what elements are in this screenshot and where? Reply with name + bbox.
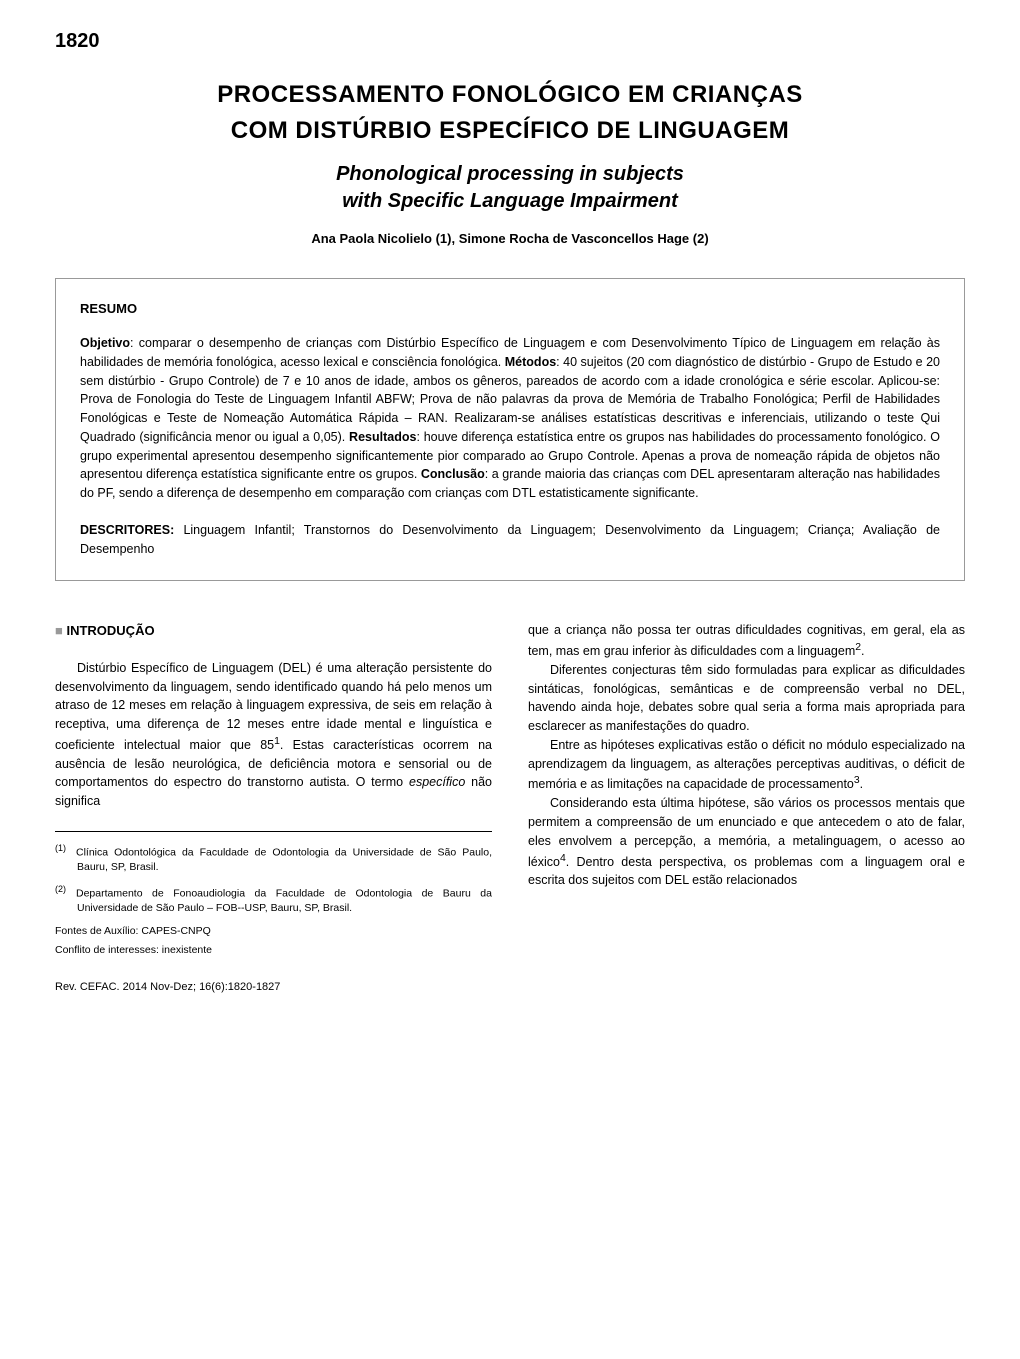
descriptors: DESCRITORES: Linguagem Infantil; Transto…	[80, 521, 940, 559]
abstract-label-metodos: Métodos	[505, 355, 556, 369]
intro-p1d: que a criança não possa ter outras dific…	[528, 623, 965, 658]
funding-line: Fontes de Auxílio: CAPES-CNPQ	[55, 924, 492, 940]
abstract-label-conclusao: Conclusão	[421, 467, 485, 481]
intro-p4b: . Dentro desta perspectiva, os problemas…	[528, 855, 965, 888]
abstract-label-resultados: Resultados	[349, 430, 416, 444]
abstract-box: RESUMO Objetivo: comparar o desempenho d…	[55, 278, 965, 581]
title-pt-line1: PROCESSAMENTO FONOLÓGICO EM CRIANÇAS	[55, 81, 965, 109]
descriptors-text: Linguagem Infantil; Transtornos do Desen…	[80, 523, 940, 556]
page-number: 1820	[55, 30, 965, 53]
intro-p1e: .	[861, 644, 864, 658]
footnote-1-text: Clínica Odontológica da Faculdade de Odo…	[76, 846, 492, 873]
intro-para1-left: Distúrbio Específico de Linguagem (DEL) …	[55, 659, 492, 811]
intro-para3: Entre as hipóteses explicativas estão o …	[528, 736, 965, 794]
footnote-2-sup: (2)	[55, 884, 66, 894]
body-columns: INTRODUÇÃO Distúrbio Específico de Lingu…	[55, 621, 965, 995]
footnote-2: (2) Departamento de Fonoaudiologia da Fac…	[55, 883, 492, 916]
title-en-line2: with Specific Language Impairment	[55, 190, 965, 213]
intro-p3b: .	[860, 778, 863, 792]
abstract-heading: RESUMO	[80, 301, 940, 316]
footnote-rule	[55, 831, 492, 832]
conflict-line: Conflito de interesses: inexistente	[55, 943, 492, 959]
footnote-1-sup: (1)	[55, 843, 66, 853]
intro-p1-italic: específico	[409, 775, 465, 789]
authors: Ana Paola Nicolielo (1), Simone Rocha de…	[55, 231, 965, 246]
title-pt-line2: COM DISTÚRBIO ESPECÍFICO DE LINGUAGEM	[55, 117, 965, 145]
footnote-2-text: Departamento de Fonoaudiologia da Faculd…	[76, 887, 492, 914]
intro-para4: Considerando esta última hipótese, são v…	[528, 794, 965, 890]
intro-p3a: Entre as hipóteses explicativas estão o …	[528, 738, 965, 792]
right-column: que a criança não possa ter outras dific…	[528, 621, 965, 995]
left-column: INTRODUÇÃO Distúrbio Específico de Lingu…	[55, 621, 492, 995]
abstract-label-objetivo: Objetivo	[80, 336, 130, 350]
abstract-body: Objetivo: comparar o desempenho de crian…	[80, 334, 940, 503]
title-en-line1: Phonological processing in subjects	[55, 163, 965, 186]
intro-para1-right: que a criança não possa ter outras dific…	[528, 621, 965, 661]
descriptors-label: DESCRITORES:	[80, 523, 174, 537]
intro-heading: INTRODUÇÃO	[55, 621, 492, 641]
intro-para2: Diferentes conjecturas têm sido formulad…	[528, 661, 965, 736]
citation: Rev. CEFAC. 2014 Nov-Dez; 16(6):1820-182…	[55, 979, 492, 996]
footnote-1: (1) Clínica Odontológica da Faculdade de …	[55, 842, 492, 875]
